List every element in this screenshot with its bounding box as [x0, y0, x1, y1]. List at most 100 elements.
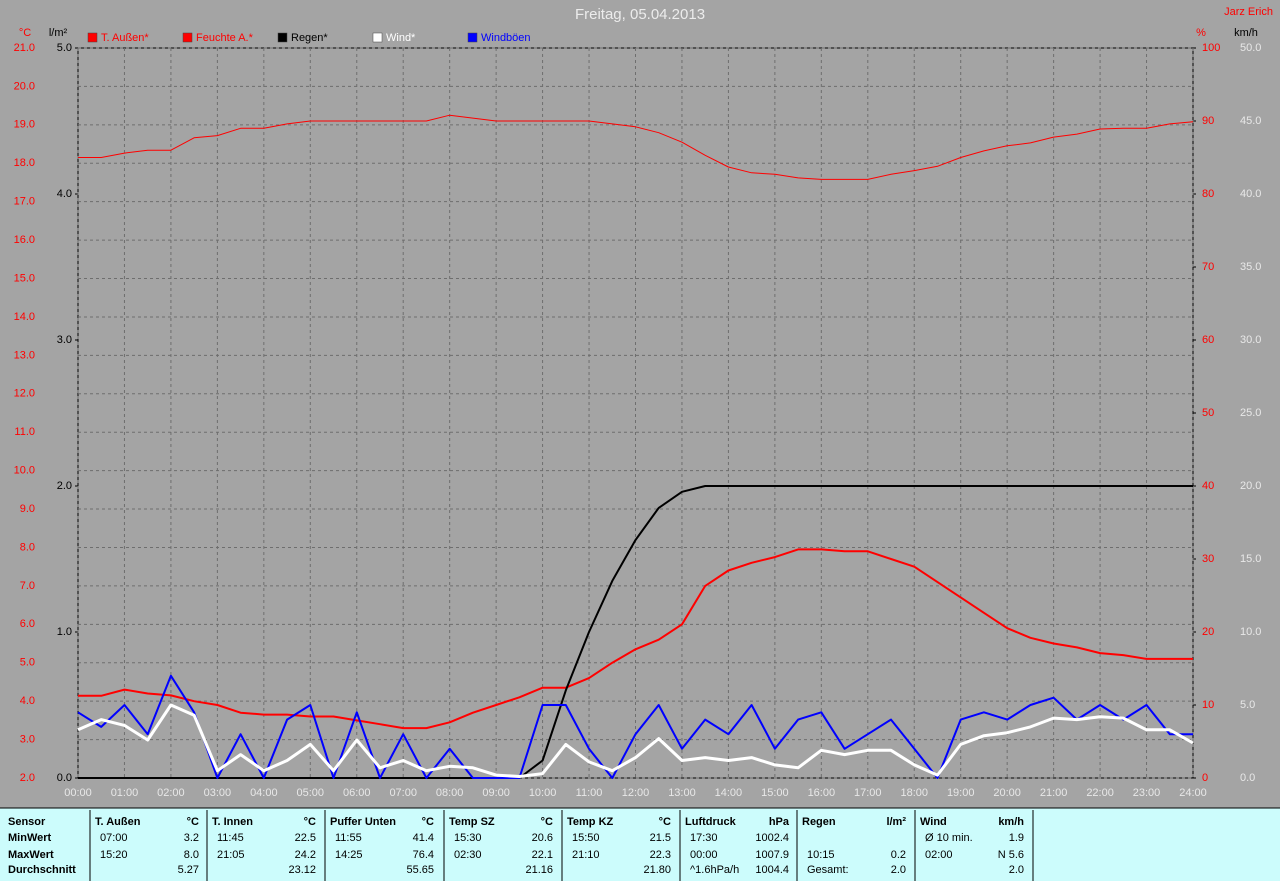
y2-tick-label: 0.0: [57, 772, 72, 784]
y3-tick-label: 40: [1202, 480, 1214, 492]
cell-time: 11:55: [335, 832, 362, 844]
author: Jarz Erich: [1224, 6, 1273, 18]
y-tick-label: 7.0: [20, 580, 35, 592]
x-tick-label: 04:00: [250, 787, 278, 799]
cell-value: 76.4: [413, 849, 434, 861]
column-header: Temp SZ: [449, 816, 495, 828]
legend-label: Windböen: [481, 32, 531, 44]
cell-time: 15:20: [100, 849, 128, 861]
y4-tick-label: 20.0: [1240, 480, 1261, 492]
y-tick-label: 15.0: [14, 272, 35, 284]
y-tick-label: 9.0: [20, 503, 35, 515]
cell-value: 22.3: [650, 849, 671, 861]
cell-value: 24.2: [295, 849, 316, 861]
cell-time: 00:00: [690, 849, 718, 861]
column-unit: °C: [541, 816, 553, 828]
y3-tick-label: 80: [1202, 188, 1214, 200]
cell-time: Ø 10 min.: [925, 832, 973, 844]
cell-value: 41.4: [413, 832, 434, 844]
legend-swatch: [467, 32, 478, 43]
y3-tick-label: 100: [1202, 42, 1220, 54]
y-tick-label: 5.0: [20, 657, 35, 669]
y4-tick-label: 5.0: [1240, 699, 1255, 711]
series-line: [77, 703, 1194, 778]
row-label: Durchschnitt: [8, 864, 76, 876]
y2-tick-label: 2.0: [57, 480, 72, 492]
y-tick-label: 13.0: [14, 349, 35, 361]
cell-value: 5.27: [178, 864, 199, 876]
legend-swatch: [372, 32, 383, 43]
y-tick-label: 4.0: [20, 695, 35, 707]
chart-background: [0, 0, 1280, 808]
x-tick-label: 23:00: [1133, 787, 1161, 799]
y-tick-label: 18.0: [14, 157, 35, 169]
y3-tick-label: 70: [1202, 261, 1214, 273]
series-line: [77, 674, 1193, 779]
y3-tick-label: 20: [1202, 626, 1214, 638]
cell-value: N 5.6: [998, 849, 1024, 861]
y3-tick-label: 90: [1202, 115, 1214, 127]
y-tick-label: 3.0: [20, 733, 35, 745]
y3-tick-label: 0: [1202, 772, 1208, 784]
cell-value: 3.2: [184, 832, 199, 844]
cell-value: 20.6: [532, 832, 553, 844]
cell-value: 22.1: [532, 849, 553, 861]
cell-time: 11:45: [217, 832, 244, 844]
y-tick-label: 12.0: [14, 388, 35, 400]
cell-value: 2.0: [1009, 864, 1024, 876]
x-tick-label: 05:00: [297, 787, 325, 799]
legend-label: Regen*: [291, 32, 328, 44]
y4-tick-label: 25.0: [1240, 407, 1261, 419]
column-header: T. Innen: [212, 816, 253, 828]
y3-tick-label: 60: [1202, 334, 1214, 346]
x-tick-label: 07:00: [389, 787, 417, 799]
y4-tick-label: 50.0: [1240, 42, 1261, 54]
legend-swatch: [87, 32, 98, 43]
cell-time: Gesamt:: [807, 864, 849, 876]
y2-tick-label: 3.0: [57, 334, 72, 346]
cell-time: 21:05: [217, 849, 245, 861]
x-tick-label: 19:00: [947, 787, 975, 799]
y-tick-label: 19.0: [14, 119, 35, 131]
y-tick-label: 10.0: [14, 465, 35, 477]
x-tick-label: 01:00: [111, 787, 139, 799]
y3-axis-label: %: [1196, 27, 1206, 39]
cell-time: 07:00: [100, 832, 128, 844]
y-tick-label: 16.0: [14, 234, 35, 246]
x-tick-label: 18:00: [900, 787, 928, 799]
cell-value: 23.12: [288, 864, 316, 876]
column-header: Wind: [920, 816, 947, 828]
stats-table: Sensor MinWert MaxWert Durchschnitt T. Außen…: [0, 807, 1280, 881]
y4-tick-label: 45.0: [1240, 115, 1261, 127]
cell-value: 21.5: [650, 832, 671, 844]
x-tick-label: 00:00: [64, 787, 92, 799]
y4-tick-label: 10.0: [1240, 626, 1261, 638]
y-tick-label: 8.0: [20, 541, 35, 553]
cell-value: 22.5: [295, 832, 316, 844]
x-tick-label: 12:00: [622, 787, 650, 799]
column-header: T. Außen: [95, 816, 141, 828]
y3-tick-label: 10: [1202, 699, 1214, 711]
x-tick-label: 14:00: [715, 787, 743, 799]
y3-tick-label: 50: [1202, 407, 1214, 419]
x-tick-label: 21:00: [1040, 787, 1068, 799]
y-tick-label: 2.0: [20, 772, 35, 784]
cell-time: 02:00: [925, 849, 953, 861]
x-tick-label: 03:00: [204, 787, 232, 799]
series-line: [78, 114, 1194, 180]
y-tick-label: 17.0: [14, 196, 35, 208]
y-tick-label: 14.0: [14, 311, 35, 323]
y3-tick-label: 30: [1202, 553, 1214, 565]
x-tick-label: 11:00: [576, 787, 603, 799]
cell-value: 21.16: [525, 864, 553, 876]
cell-value: 1004.4: [755, 864, 789, 876]
y-tick-label: 11.0: [14, 426, 35, 438]
cell-value: 55.65: [406, 864, 434, 876]
y-tick-label: 21.0: [14, 42, 35, 54]
x-tick-label: 17:00: [854, 787, 882, 799]
column-unit: l/m²: [886, 816, 906, 828]
y-tick-label: 20.0: [14, 80, 35, 92]
y4-axis-label: km/h: [1234, 27, 1258, 39]
y4-tick-label: 15.0: [1240, 553, 1261, 565]
